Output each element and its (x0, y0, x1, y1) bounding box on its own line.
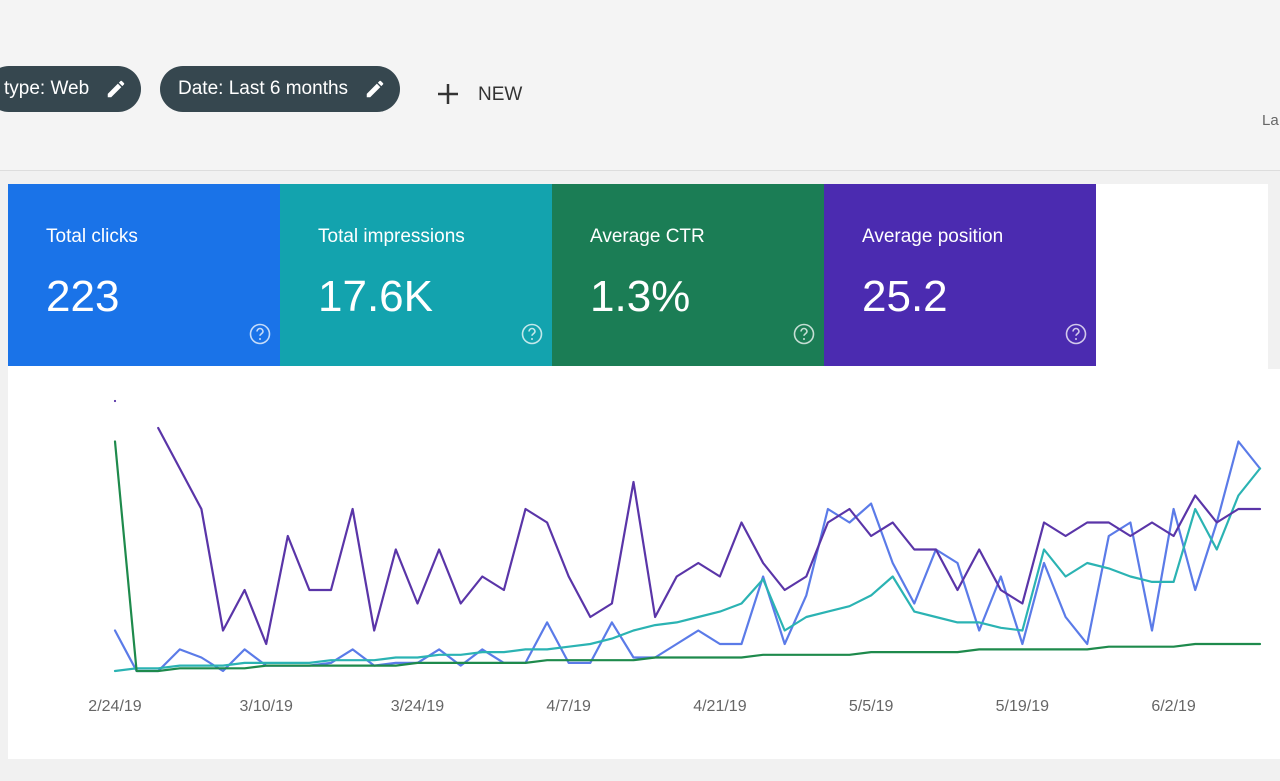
toolbar: type: Web Date: Last 6 months NEW La (0, 0, 1280, 171)
metric-label: Average CTR (590, 226, 705, 247)
metric-value: 17.6K (318, 272, 433, 321)
metric-card[interactable]: Total clicks 223 (8, 184, 280, 366)
chip-label: type: Web (4, 78, 90, 99)
edit-icon (107, 80, 125, 98)
metric-card[interactable]: Total impressions 17.6K (280, 184, 552, 366)
x-tick-label: 6/2/19 (1151, 698, 1196, 715)
help-icon[interactable] (792, 322, 816, 346)
metric-value: 223 (46, 272, 120, 321)
metric-card[interactable]: Average position 25.2 (824, 184, 1096, 366)
series-line (113, 440, 1262, 673)
filter-chip[interactable]: type: Web (0, 66, 142, 112)
metric-cards: Total clicks 223 Total impressions 17.6K Ave… (8, 184, 1268, 369)
metric-label: Total impressions (318, 226, 465, 247)
x-tick-label: 4/21/19 (693, 698, 746, 715)
metric-card[interactable]: Average CTR 1.3% (552, 184, 824, 366)
x-tick-label: 5/5/19 (849, 698, 894, 715)
new-button[interactable]: NEW (436, 84, 522, 106)
metric-label: Average position (862, 226, 1004, 247)
series-line (113, 440, 1262, 673)
metric-label: Total clicks (46, 226, 138, 247)
plus-icon (438, 84, 458, 104)
x-tick-label: 2/24/19 (88, 698, 141, 715)
new-label: NEW (478, 84, 523, 105)
x-tick-label: 4/7/19 (546, 698, 591, 715)
filter-chip[interactable]: Date: Last 6 months (160, 66, 401, 112)
help-icon[interactable] (520, 322, 544, 346)
metric-value: 25.2 (862, 272, 948, 321)
x-tick-label: 3/10/19 (240, 698, 293, 715)
chart-panel: 2/24/19 3/10/19 3/24/19 4/7/19 4/21/19 5/5/19… (8, 369, 1280, 759)
series-line (113, 399, 1262, 646)
chip-label: Date: Last 6 months (178, 78, 349, 99)
chart: 2/24/19 3/10/19 3/24/19 4/7/19 4/21/19 5/5/19… (88, 399, 1262, 715)
help-icon[interactable] (248, 322, 272, 346)
help-icon[interactable] (1064, 322, 1088, 346)
edit-icon (366, 80, 384, 98)
x-tick-label: 3/24/19 (391, 698, 444, 715)
partial-label: La (1262, 112, 1279, 129)
series-line (113, 467, 1262, 673)
metric-value: 1.3% (590, 272, 691, 321)
x-tick-label: 5/19/19 (996, 698, 1049, 715)
